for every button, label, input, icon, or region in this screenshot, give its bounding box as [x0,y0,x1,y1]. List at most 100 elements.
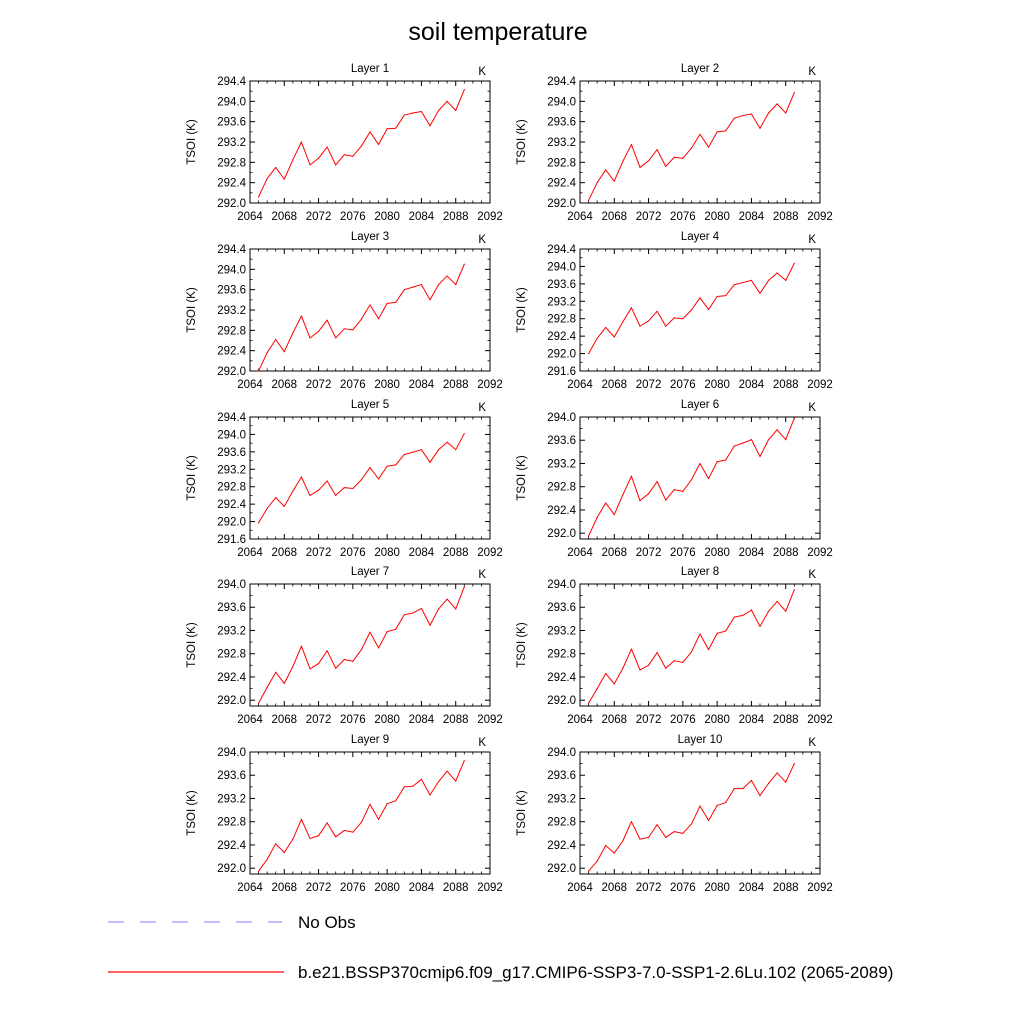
x-tick-label: 2076 [670,547,696,559]
panel-layer-6: 2064 2068 2072 2076 2080 2084 2088 2092 292.0 292… [516,399,833,559]
y-tick-label: 294.4 [217,76,246,88]
data-point [283,505,285,507]
x-tick-label: 2076 [670,379,696,391]
panel-title: Layer 5 [351,399,389,411]
data-point [690,823,693,825]
data-point [742,614,744,616]
plot-frame [249,248,491,372]
panel-units: K [478,737,486,749]
data-point [386,302,388,304]
data-point [420,778,423,780]
y-tick-label: 292.4 [217,672,246,684]
data-point [733,445,735,447]
x-tick-label: 2092 [807,547,833,559]
data-point [386,803,388,805]
y-tick-label: 292.4 [217,346,246,358]
panel-units: K [808,402,816,414]
series-line-layer-4 [588,263,795,354]
data-point [395,800,397,802]
x-tick-label: 2092 [477,211,503,223]
data-point [725,801,727,804]
y-tick-label: 292.4 [547,331,576,343]
data-point [639,669,641,671]
series-line-layer-5 [258,433,465,524]
data-point [463,760,465,762]
y-tick-label: 292.8 [217,649,246,661]
data-point [317,157,320,159]
data-point [613,336,615,338]
y-axis-label: TSOI (K) [516,287,528,333]
data-point [785,439,787,441]
y-tick-label: 292.8 [217,157,246,169]
data-point [793,589,795,591]
data-point [605,502,607,504]
data-point [395,127,397,129]
data-point [750,609,753,611]
panel-units: K [808,569,816,581]
data-point [429,624,431,626]
data-point [613,852,615,854]
data-point [300,315,303,317]
y-tick-label: 292.0 [217,366,246,378]
x-tick-label: 2068 [271,379,297,391]
data-point [630,143,633,146]
data-point [403,289,405,291]
data-point [360,318,363,320]
data-point [343,658,345,661]
data-point [377,318,380,320]
x-tick-label: 2092 [477,379,503,391]
y-tick-label: 294.0 [547,579,576,591]
data-point [292,838,294,840]
x-tick-label: 2068 [271,547,297,559]
series-line-layer-8 [588,589,795,704]
data-point [776,272,778,274]
data-point [767,112,770,114]
data-point [343,829,345,832]
y-tick-label: 293.2 [547,458,576,470]
x-tick-label: 2088 [773,882,799,894]
data-point [699,297,701,299]
data-point [716,295,718,298]
x-tick-label: 2088 [443,379,469,391]
data-point [446,275,448,277]
data-point [429,125,431,127]
x-tick-label: 2092 [807,882,833,894]
data-point [716,632,718,634]
x-tick-label: 2072 [636,882,662,894]
data-point [437,449,440,451]
data-point [283,682,285,684]
data-point [793,262,795,264]
data-point [733,788,735,790]
data-point [275,166,277,169]
data-point [647,836,650,839]
x-tick-label: 2088 [443,547,469,559]
data-point [360,145,363,147]
data-point [587,199,590,202]
y-tick-label: 294.0 [217,96,246,108]
x-tick-label: 2088 [773,379,799,391]
data-point [605,169,607,171]
data-point [785,112,787,114]
data-point [446,598,448,600]
x-tick-label: 2080 [374,882,400,894]
data-point [300,818,303,820]
data-point [656,149,658,151]
data-point [257,870,260,872]
data-point [463,432,465,435]
data-point [369,304,371,306]
data-point [639,325,641,327]
y-tick-label: 293.6 [217,285,246,297]
y-tick-label: 292.8 [547,157,576,169]
x-tick-label: 2076 [340,547,366,559]
data-point [420,283,423,286]
data-point [707,477,710,480]
data-point [335,164,337,166]
data-point [630,821,633,823]
x-tick-label: 2084 [739,882,765,894]
data-point [309,164,311,166]
x-tick-label: 2068 [601,211,627,223]
plot-frame [249,80,491,204]
x-tick-label: 2080 [704,882,730,894]
y-tick-label: 292.4 [217,840,246,852]
y-tick-label: 294.4 [217,412,246,424]
